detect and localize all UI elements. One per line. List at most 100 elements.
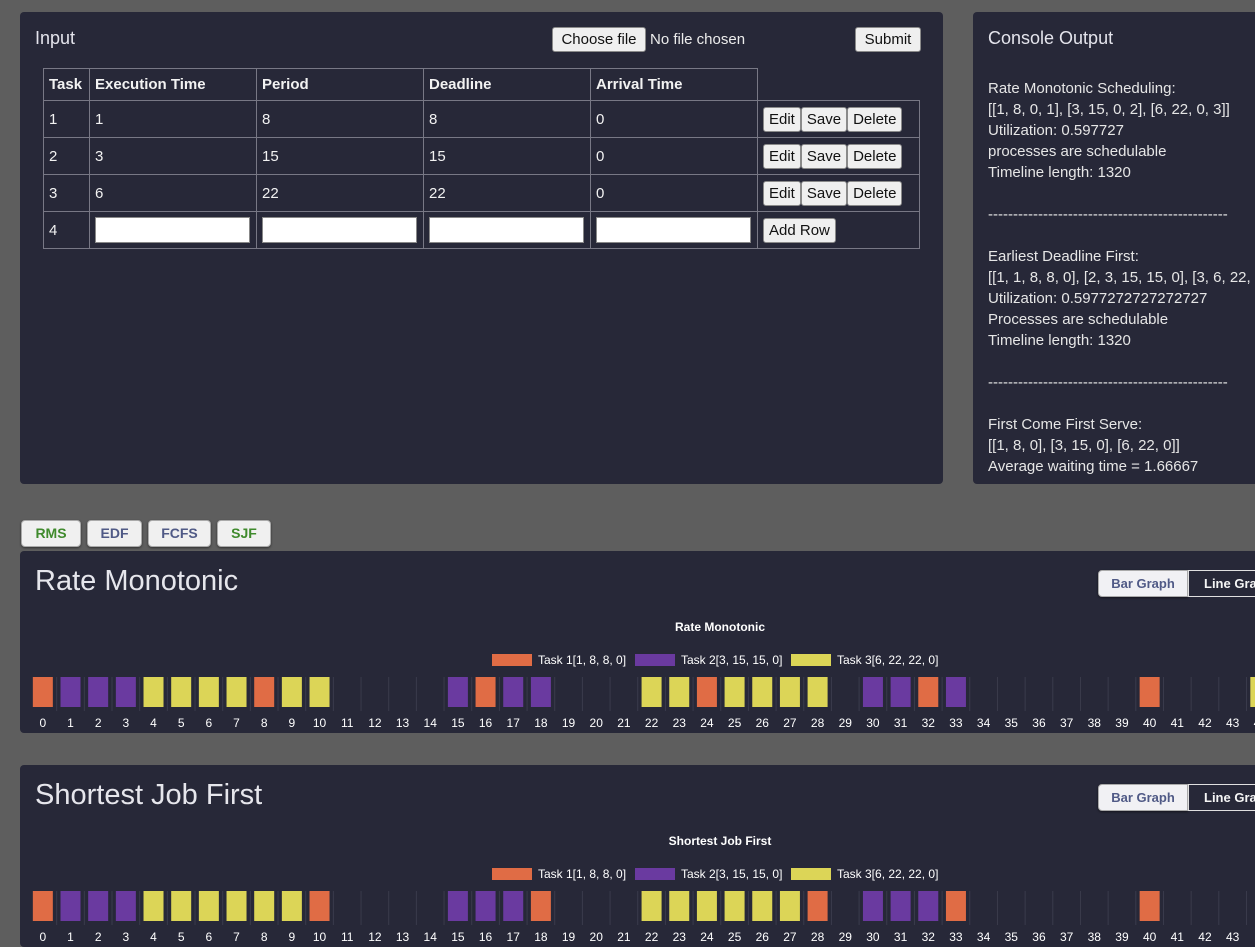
save-button[interactable]: Save (800, 180, 848, 206)
row-actions: Edit Save Delete (757, 137, 920, 175)
cell-task: 1 (43, 100, 90, 138)
execution-time-input[interactable] (95, 217, 250, 243)
bar-graph-toggle[interactable]: Bar Graph (1098, 570, 1188, 597)
console-title: Console Output (988, 28, 1114, 48)
bar-time-9-task-3 (281, 677, 302, 707)
console-line: Earliest Deadline First: (988, 248, 1139, 265)
x-tick-label: 14 (424, 716, 438, 730)
x-tick-label: 6 (206, 716, 213, 730)
line-graph-toggle[interactable]: Line Graph (1188, 784, 1255, 811)
edit-button[interactable]: Edit (763, 180, 801, 206)
file-status-text: No file chosen (650, 31, 746, 48)
arrival-time-input[interactable] (596, 217, 751, 243)
bar-time-31-task-2 (890, 677, 911, 707)
x-tick-label: 37 (1060, 930, 1074, 944)
edit-button[interactable]: Edit (763, 143, 801, 169)
bar-time-5-task-3 (171, 891, 192, 921)
cell-arrival-time: 0 (590, 174, 758, 212)
tab-rms[interactable]: RMS (21, 520, 81, 547)
bar-time-23-task-3 (669, 891, 690, 921)
deadline-input[interactable] (429, 217, 584, 243)
x-tick-label: 33 (949, 716, 963, 730)
x-tick-label: 13 (396, 930, 410, 944)
cell-arrival-time (590, 211, 758, 249)
save-button[interactable]: Save (800, 106, 848, 132)
tab-fcfs[interactable]: FCFS (148, 520, 211, 547)
x-tick-label: 5 (178, 930, 185, 944)
cell-execution-time: 3 (89, 137, 257, 175)
x-tick-label: 35 (1005, 930, 1019, 944)
x-tick-label: 21 (617, 716, 631, 730)
x-tick-label: 2 (95, 930, 102, 944)
delete-button[interactable]: Delete (847, 143, 903, 169)
bar-time-16-task-2 (475, 891, 496, 921)
console-line: Utilization: 0.5977272727272727 (988, 290, 1208, 307)
tab-edf[interactable]: EDF (87, 520, 142, 547)
legend-label-task-2: Task 2[3, 15, 15, 0] (681, 867, 782, 881)
delete-button[interactable]: Delete (847, 106, 903, 132)
x-tick-label: 17 (507, 930, 521, 944)
bar-time-18-task-1 (530, 891, 551, 921)
bar-time-26-task-3 (752, 891, 773, 921)
bar-time-4-task-3 (143, 891, 164, 921)
choose-file-button[interactable]: Choose file (552, 27, 646, 52)
x-tick-label: 15 (451, 930, 465, 944)
column-header-task: Task (43, 68, 90, 101)
chart-title: Shortest Job First (669, 834, 772, 848)
column-header-actions (757, 68, 920, 101)
x-tick-label: 26 (756, 930, 770, 944)
add-row-button[interactable]: Add Row (763, 217, 836, 243)
x-tick-label: 6 (206, 930, 213, 944)
edit-button[interactable]: Edit (763, 106, 801, 132)
period-input[interactable] (262, 217, 417, 243)
bar-time-23-task-3 (669, 677, 690, 707)
x-tick-label: 19 (562, 930, 576, 944)
x-tick-label: 1 (67, 930, 74, 944)
legend-label-task-3: Task 3[6, 22, 22, 0] (837, 867, 938, 881)
bar-graph-toggle[interactable]: Bar Graph (1098, 784, 1188, 811)
x-tick-label: 29 (839, 930, 853, 944)
x-tick-label: 28 (811, 716, 825, 730)
table-row: 2 3 15 15 0 Edit Save Delete (43, 137, 920, 175)
x-tick-label: 21 (617, 930, 631, 944)
cell-execution-time: 6 (89, 174, 257, 212)
x-tick-label: 42 (1198, 930, 1212, 944)
column-header-arrival-time: Arrival Time (590, 68, 758, 101)
x-tick-label: 26 (756, 716, 770, 730)
bar-time-33-task-1 (945, 891, 966, 921)
bar-time-31-task-2 (890, 891, 911, 921)
bar-time-26-task-3 (752, 677, 773, 707)
bar-time-3-task-2 (115, 891, 136, 921)
x-tick-label: 20 (590, 930, 604, 944)
x-tick-label: 10 (313, 930, 327, 944)
bar-time-28-task-3 (807, 677, 828, 707)
bar-time-10-task-1 (309, 891, 330, 921)
x-tick-label: 18 (534, 930, 548, 944)
console-line: Processes are schedulable (988, 311, 1169, 328)
bar-time-17-task-2 (503, 677, 524, 707)
legend-label-task-2: Task 2[3, 15, 15, 0] (681, 653, 782, 667)
legend-swatch-task-2 (635, 868, 675, 880)
console-line (988, 351, 1255, 372)
x-tick-label: 18 (534, 716, 548, 730)
delete-button[interactable]: Delete (847, 180, 903, 206)
rms-heading: Rate Monotonic (35, 565, 239, 597)
column-header-period: Period (256, 68, 424, 101)
save-button[interactable]: Save (800, 143, 848, 169)
console-line: Timeline length: 1320 (988, 164, 1131, 181)
cell-task: 2 (43, 137, 90, 175)
bar-time-7-task-3 (226, 891, 247, 921)
legend-swatch-task-3 (791, 654, 831, 666)
x-tick-label: 27 (783, 716, 797, 730)
x-tick-label: 9 (289, 930, 296, 944)
row-actions: Edit Save Delete (757, 100, 920, 138)
x-tick-label: 13 (396, 716, 410, 730)
tab-sjf[interactable]: SJF (217, 520, 271, 547)
submit-button[interactable]: Submit (855, 27, 921, 52)
console-panel: Console Output Rate Monotonic Scheduling… (973, 12, 1255, 484)
console-line (988, 225, 1255, 246)
x-tick-label: 12 (368, 930, 382, 944)
x-tick-label: 5 (178, 716, 185, 730)
line-graph-toggle[interactable]: Line Graph (1188, 570, 1255, 597)
cell-deadline: 15 (423, 137, 591, 175)
